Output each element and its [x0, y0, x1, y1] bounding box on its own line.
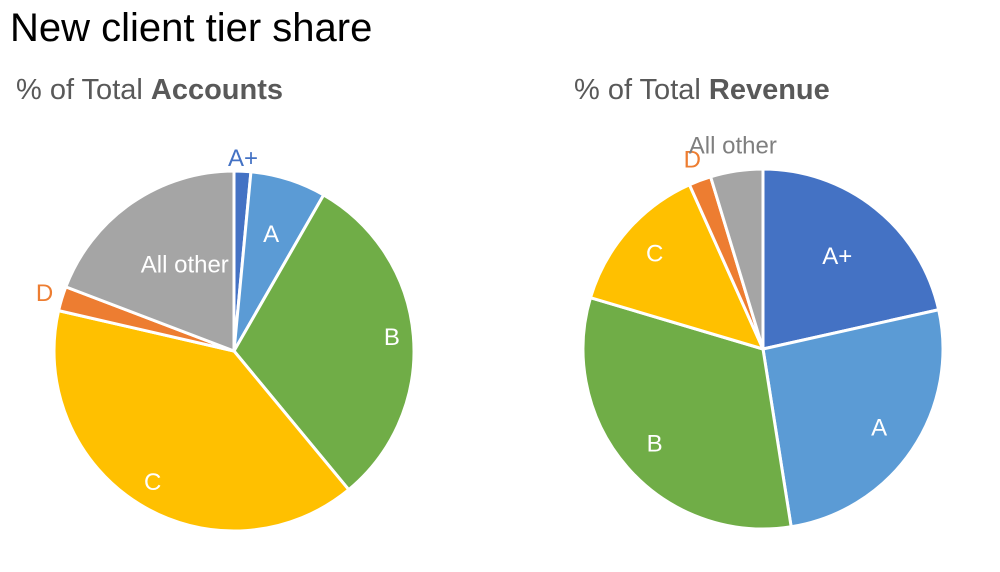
- revenue-slice-a: [761, 308, 945, 529]
- accounts-slice-b: [232, 193, 416, 492]
- accounts-label-all-other: All other: [141, 252, 229, 279]
- revenue-label-a: A: [871, 414, 887, 441]
- chart-title: New client tier share: [10, 6, 373, 50]
- revenue-slice-all-other: [709, 167, 765, 351]
- revenue-slice-b: [581, 296, 793, 531]
- accounts-label-c: C: [144, 469, 161, 496]
- revenue-subtitle-prefix: % of Total: [574, 74, 709, 106]
- revenue-slice-a-plus: [761, 167, 941, 351]
- revenue-label-d: D: [684, 147, 701, 174]
- accounts-subtitle-bold: Accounts: [150, 74, 284, 106]
- accounts-label-a: A: [263, 221, 279, 248]
- revenue-slice-c: [588, 183, 765, 351]
- accounts-pie: A+ A B C D All other: [36, 145, 416, 533]
- revenue-label-a-plus: A+: [822, 243, 852, 270]
- accounts-slice-c: [52, 309, 351, 533]
- accounts-slice-all-other: [64, 169, 236, 353]
- revenue-chart-subtitle: % of Total Revenue: [574, 74, 830, 107]
- accounts-label-a-plus: A+: [228, 145, 258, 172]
- revenue-label-all-other: All other: [689, 133, 777, 160]
- accounts-chart-subtitle: % of Total Accounts: [16, 74, 283, 107]
- accounts-label-d: D: [36, 280, 53, 307]
- revenue-label-c: C: [646, 241, 663, 268]
- revenue-label-b: B: [647, 430, 663, 457]
- accounts-label-b: B: [384, 324, 400, 351]
- revenue-subtitle-bold: Revenue: [708, 74, 830, 106]
- accounts-subtitle-prefix: % of Total: [16, 74, 151, 106]
